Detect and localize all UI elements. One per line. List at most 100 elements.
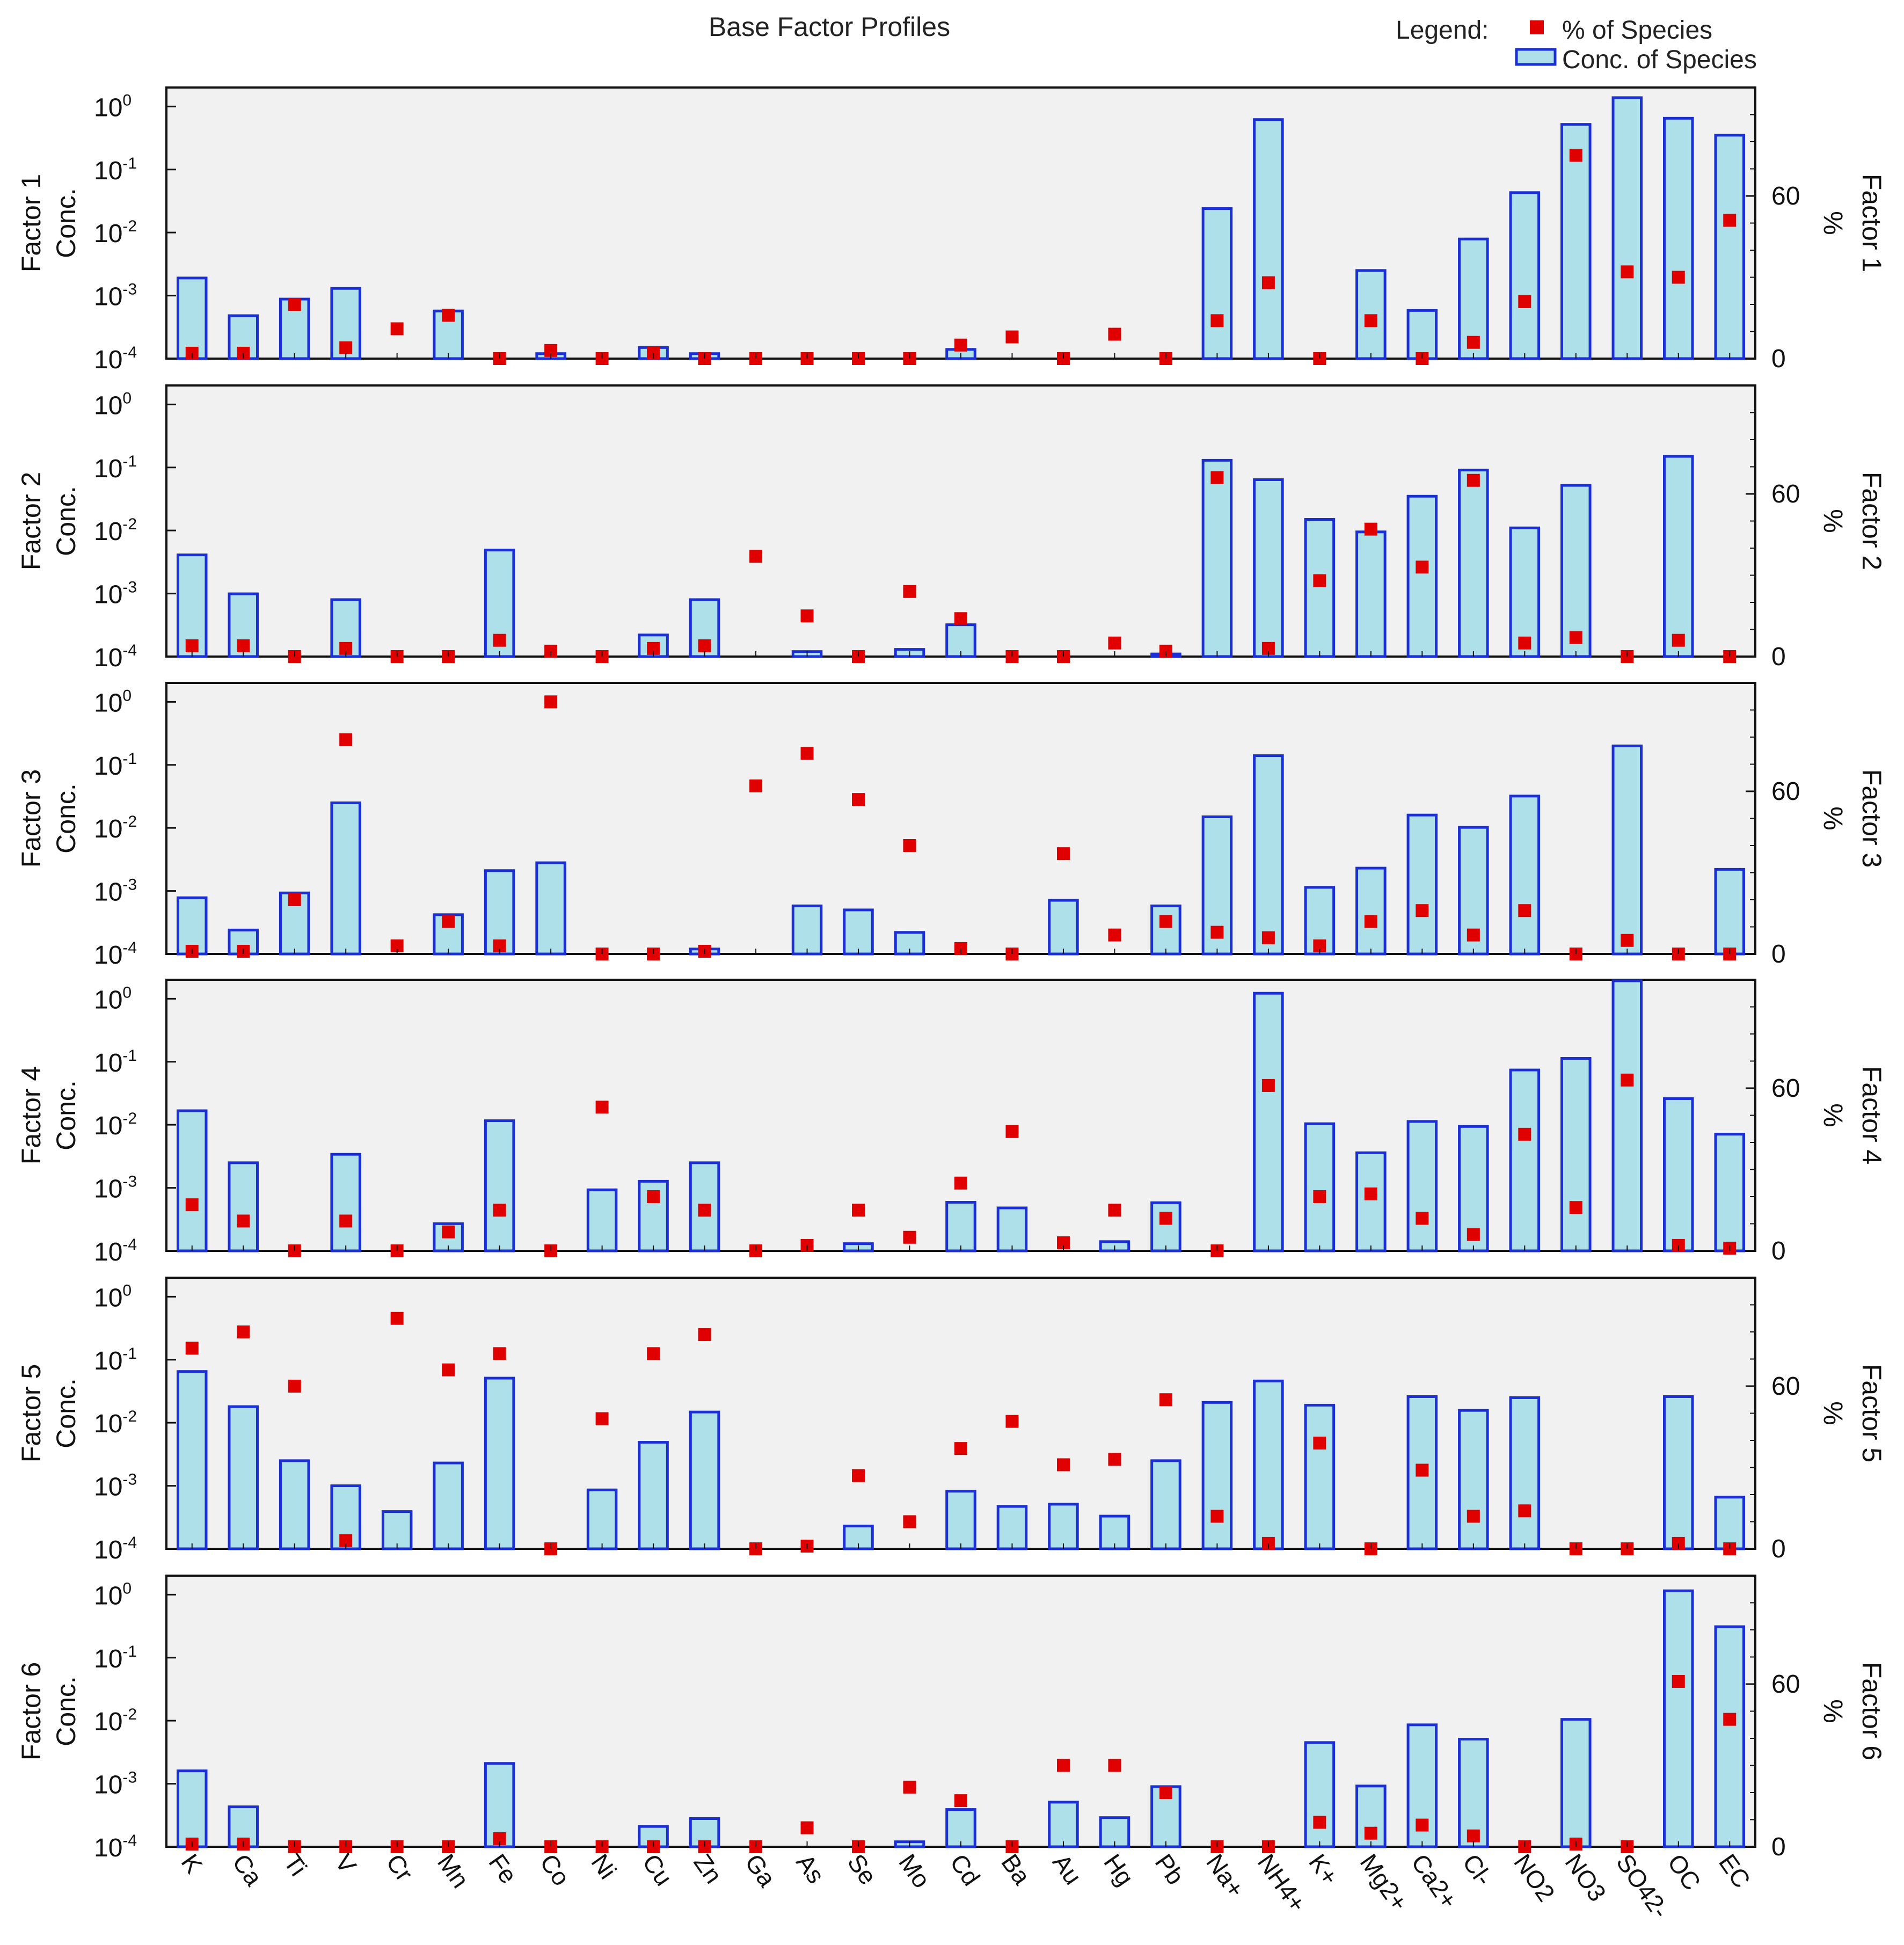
category-labels: K Ca Ti V Cr Mn Fe Co Ni Cu Zn Ga As Se Mo Cd Ba Au Hg Pb Na… <box>176 1849 1756 1924</box>
conc-bar <box>1560 484 1592 658</box>
category-label: Co <box>535 1849 575 1891</box>
pct-marker <box>1210 314 1224 327</box>
pct-marker <box>1313 1816 1326 1829</box>
category-label: As <box>791 1849 830 1889</box>
left-tick-label: 10-1 <box>94 155 137 185</box>
pct-marker <box>1056 1759 1070 1772</box>
left-tick-label: 100 <box>94 389 132 420</box>
left-tick-label: 100 <box>94 91 132 122</box>
plot-area <box>165 86 1756 360</box>
pct-marker <box>1159 1786 1172 1799</box>
pct-marker <box>390 322 404 336</box>
conc-bar <box>1663 1395 1694 1550</box>
panel-right-name: Factor 5 <box>1857 1364 1887 1462</box>
pct-marker <box>903 1780 916 1794</box>
conc-bar <box>1509 1068 1541 1252</box>
pct-marker <box>954 1176 967 1190</box>
conc-bar <box>1663 116 1694 360</box>
conc-bar <box>1458 826 1489 956</box>
conc-bar <box>228 1405 259 1550</box>
pct-marker <box>1569 1201 1582 1214</box>
pct-marker <box>288 1380 301 1393</box>
conc-bar <box>1253 118 1284 360</box>
pct-marker <box>800 609 814 623</box>
pct-marker <box>852 1204 865 1217</box>
pct-marker <box>698 1204 711 1217</box>
plot-area <box>165 384 1756 658</box>
pct-marker <box>1518 636 1531 650</box>
pct-marker <box>1364 915 1377 928</box>
left-tick-label: 10-3 <box>94 1769 137 1800</box>
category-label: Cu <box>637 1849 678 1891</box>
plot-area <box>165 682 1756 955</box>
conc-bar <box>1150 904 1181 956</box>
legend: Legend: % of Species Conc. of Species <box>1396 16 1757 74</box>
panel-pct-label: % <box>1818 806 1848 830</box>
pct-marker <box>185 1342 199 1355</box>
pct-marker <box>1108 1759 1121 1772</box>
category-label: Ni <box>586 1849 622 1884</box>
right-tick-label: 0 <box>1771 643 1786 671</box>
conc-bar <box>1150 1201 1181 1252</box>
pct-marker <box>1210 1510 1224 1523</box>
conc-bar <box>1663 1589 1694 1848</box>
conc-bar <box>1201 207 1233 360</box>
panel-y-unit: Conc. <box>51 783 81 854</box>
conc-bar <box>1150 1459 1181 1550</box>
conc-bar <box>1406 494 1438 658</box>
pct-marker <box>1416 904 1429 917</box>
conc-bar <box>1560 1057 1592 1252</box>
left-tick-label: 10-3 <box>94 281 137 311</box>
pct-marker <box>1159 1212 1172 1225</box>
panel-y-label: Factor 3 <box>16 769 46 868</box>
pct-marker <box>185 1198 199 1212</box>
right-tick-label: 60 <box>1771 1372 1800 1401</box>
conc-bar <box>945 1808 976 1848</box>
panel-y-unit: Conc. <box>51 1080 81 1150</box>
conc-bar <box>1714 134 1746 360</box>
pct-marker <box>544 695 558 709</box>
panel-right-name: Factor 2 <box>1857 472 1887 570</box>
left-tick-label: 10-2 <box>94 813 137 843</box>
conc-bar <box>1048 899 1079 956</box>
category-label: Hg <box>1098 1849 1139 1891</box>
pct-marker <box>442 1225 455 1239</box>
pct-marker <box>1723 1713 1737 1726</box>
category-label: Mn <box>432 1849 475 1893</box>
panel-pct-label: % <box>1818 1401 1848 1425</box>
conc-bar <box>433 1461 464 1550</box>
conc-bar <box>484 1376 515 1550</box>
conc-bar <box>945 1200 976 1252</box>
left-tick-label: 10-4 <box>94 1534 137 1564</box>
pct-marker <box>390 1312 404 1325</box>
left-tick-label: 10-2 <box>94 217 137 248</box>
pct-marker <box>1261 931 1275 944</box>
conc-bar <box>1509 1396 1541 1550</box>
right-tick-label: 60 <box>1771 480 1800 508</box>
conc-bar <box>279 891 310 956</box>
conc-bar <box>1458 1409 1489 1550</box>
pct-marker <box>1467 1510 1480 1523</box>
pct-marker <box>288 893 301 906</box>
category-label: Na+ <box>1201 1849 1250 1903</box>
pct-marker <box>1056 1458 1070 1472</box>
category-label: V <box>330 1849 362 1878</box>
panel-right-name: Factor 6 <box>1857 1662 1887 1760</box>
pct-marker <box>493 1347 506 1360</box>
conc-bar <box>1201 1401 1233 1550</box>
pct-marker <box>852 1469 865 1482</box>
conc-bar <box>1406 309 1438 360</box>
pct-marker <box>1621 1073 1634 1087</box>
conc-bar <box>176 276 208 360</box>
panel-y-label: Factor 4 <box>16 1066 46 1164</box>
left-tick-label: 10-4 <box>94 344 137 374</box>
pct-marker <box>1159 1393 1172 1407</box>
category-label: OC <box>1662 1849 1706 1895</box>
pct-marker <box>1108 1204 1121 1217</box>
pct-marker <box>903 839 916 852</box>
category-label: Cd <box>945 1849 986 1891</box>
left-tick-label: 10-4 <box>94 939 137 970</box>
pct-marker <box>698 1328 711 1342</box>
pct-marker <box>493 633 506 647</box>
